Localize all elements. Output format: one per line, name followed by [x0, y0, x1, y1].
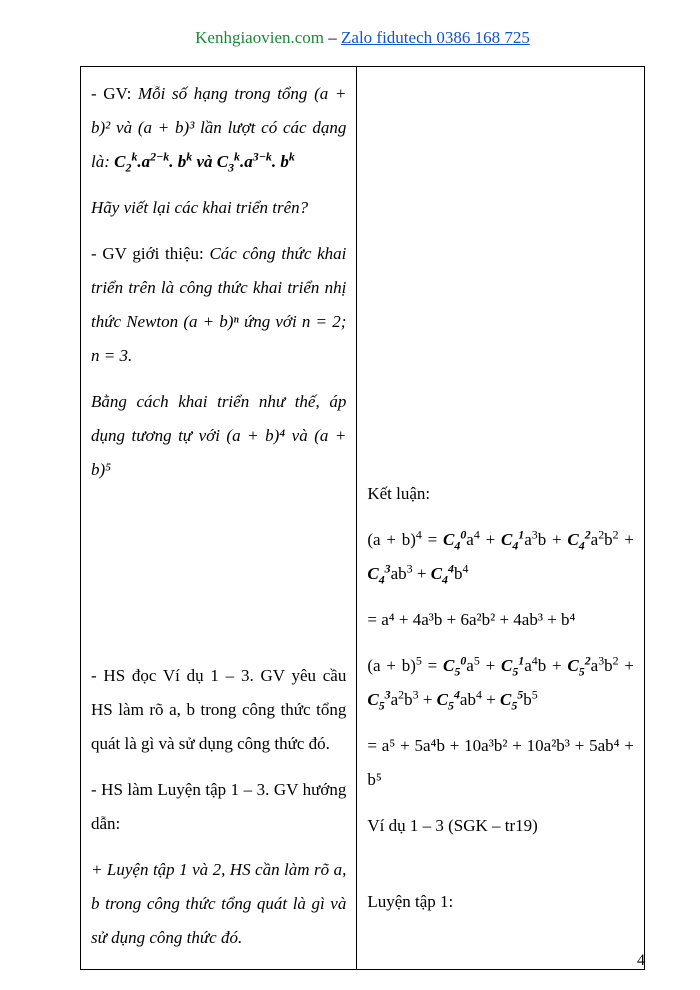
- right-lt: Luyện tập 1:: [367, 885, 634, 919]
- content-table: - GV: Mỗi số hạng trong tổng (a + b)² và…: [80, 66, 645, 970]
- separator: –: [324, 28, 341, 47]
- right-eq4a: (a + b)4 = C40a4 + C41a3b + C42a2b2 + C4…: [367, 523, 634, 591]
- left-p2: Hãy viết lại các khai triển trên?: [91, 191, 346, 225]
- left-p5: - HS đọc Ví dụ 1 – 3. GV yêu cầu HS làm …: [91, 659, 346, 761]
- page-number: 4: [637, 952, 645, 970]
- right-eq4b: = a⁴ + 4a³b + 6a²b² + 4ab³ + b⁴: [367, 603, 634, 637]
- zalo-link[interactable]: Zalo fidutech 0386 168 725: [341, 28, 530, 47]
- left-spacer: [91, 499, 346, 659]
- left-p3: - GV giới thiệu: Các công thức khai triể…: [91, 237, 346, 373]
- left-p4: Bằng cách khai triển như thế, áp dụng tư…: [91, 385, 346, 487]
- left-p7: + Luyện tập 1 và 2, HS cần làm rõ a, b t…: [91, 853, 346, 955]
- left-p1: - GV: Mỗi số hạng trong tổng (a + b)² và…: [91, 77, 346, 179]
- left-p3-pre: - GV giới thiệu:: [91, 244, 209, 263]
- left-p1-pre: - GV:: [91, 84, 138, 103]
- site-name: Kenhgiaovien.com: [195, 28, 324, 47]
- right-column: Kết luận: (a + b)4 = C40a4 + C41a3b + C4…: [357, 67, 645, 970]
- left-p1-formula: C2k.a2−k. bk và C3k.a3−k. bk: [114, 152, 295, 171]
- right-eq5b: = a⁵ + 5a⁴b + 10a³b² + 10a²b³ + 5ab⁴ + b…: [367, 729, 634, 797]
- right-kl: Kết luận:: [367, 477, 634, 511]
- left-column: - GV: Mỗi số hạng trong tổng (a + b)² và…: [81, 67, 357, 970]
- right-eq5a: (a + b)5 = C50a5 + C51a4b + C52a3b2 + C5…: [367, 649, 634, 717]
- right-vd: Ví dụ 1 – 3 (SGK – tr19): [367, 809, 634, 843]
- right-spacer-top: [367, 77, 634, 477]
- left-p6: - HS làm Luyện tập 1 – 3. GV hướng dẫn:: [91, 773, 346, 841]
- right-spacer-mid: [367, 855, 634, 885]
- page: Kenhgiaovien.com – Zalo fidutech 0386 16…: [0, 0, 700, 990]
- page-header: Kenhgiaovien.com – Zalo fidutech 0386 16…: [80, 28, 645, 48]
